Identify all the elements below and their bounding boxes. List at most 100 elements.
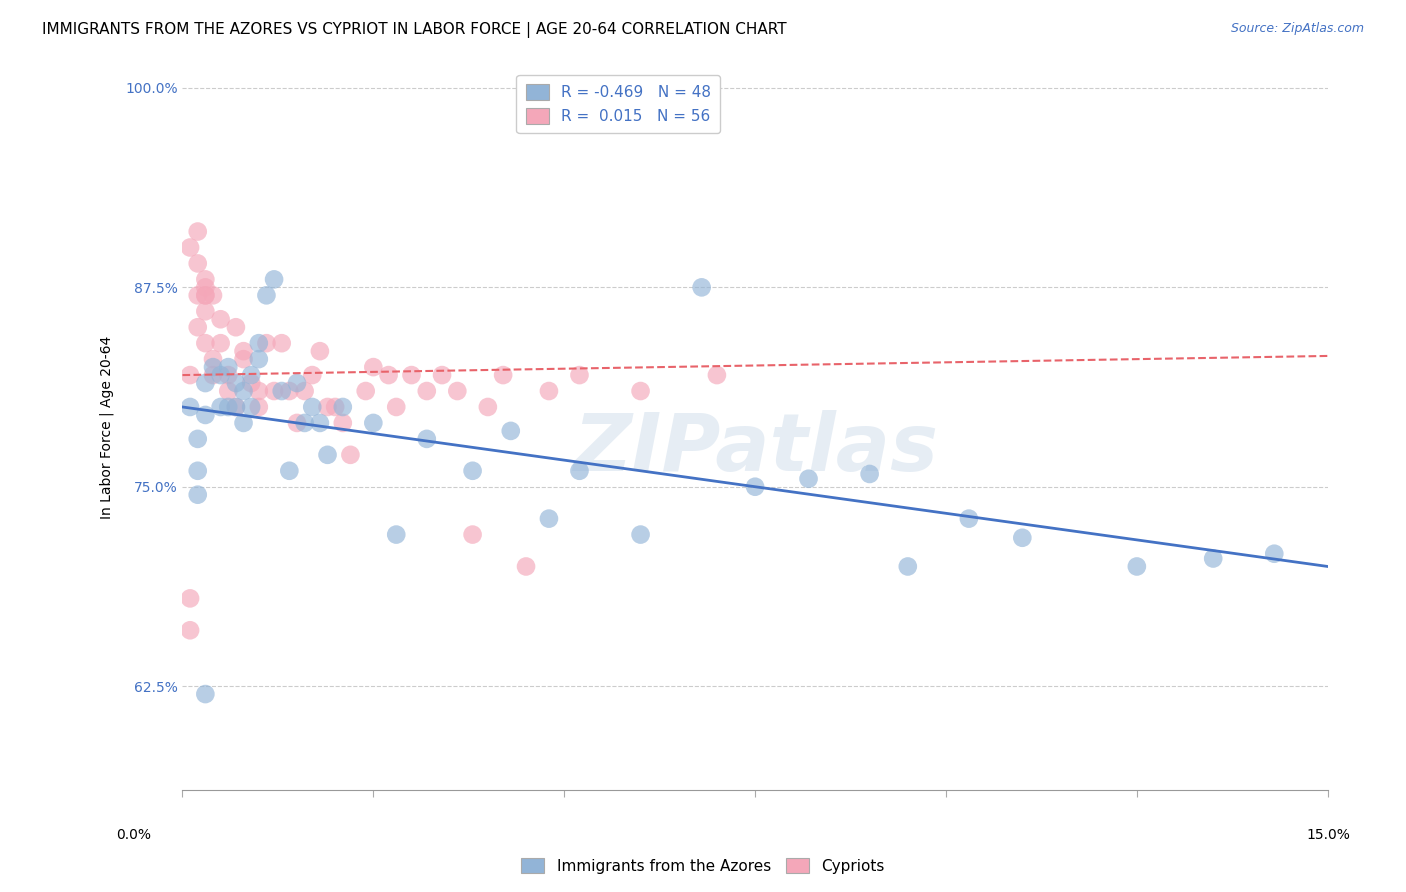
Text: 15.0%: 15.0% — [1306, 828, 1351, 842]
Point — [194, 272, 217, 286]
Point — [797, 472, 820, 486]
Point — [416, 384, 439, 398]
Point — [630, 384, 652, 398]
Text: IMMIGRANTS FROM THE AZORES VS CYPRIOT IN LABOR FORCE | AGE 20-64 CORRELATION CHA: IMMIGRANTS FROM THE AZORES VS CYPRIOT IN… — [42, 22, 787, 38]
Point — [285, 376, 308, 390]
Point — [194, 687, 217, 701]
Point — [401, 368, 423, 382]
Point — [194, 376, 217, 390]
Point — [294, 416, 316, 430]
Point — [187, 256, 209, 270]
Point — [187, 320, 209, 334]
Point — [492, 368, 515, 382]
Point — [309, 416, 332, 430]
Text: Source: ZipAtlas.com: Source: ZipAtlas.com — [1230, 22, 1364, 36]
Point — [537, 384, 560, 398]
Point — [201, 368, 224, 382]
Point — [270, 384, 292, 398]
Point — [461, 527, 484, 541]
Point — [339, 448, 361, 462]
Point — [225, 320, 247, 334]
Point — [957, 511, 980, 525]
Point — [179, 368, 201, 382]
Point — [201, 288, 224, 302]
Point — [217, 384, 239, 398]
Point — [278, 384, 301, 398]
Point — [194, 408, 217, 422]
Point — [332, 400, 354, 414]
Point — [706, 368, 728, 382]
Point — [256, 288, 278, 302]
Legend: R = -0.469   N = 48, R =  0.015   N = 56: R = -0.469 N = 48, R = 0.015 N = 56 — [516, 75, 720, 133]
Point — [232, 384, 254, 398]
Point — [247, 384, 270, 398]
Point — [630, 527, 652, 541]
Point — [201, 360, 224, 375]
Text: ZIPatlas: ZIPatlas — [572, 409, 938, 488]
Point — [187, 464, 209, 478]
Point — [385, 400, 408, 414]
Point — [285, 416, 308, 430]
Point — [179, 240, 201, 254]
Point — [187, 288, 209, 302]
Point — [477, 400, 499, 414]
Point — [187, 432, 209, 446]
Point — [247, 336, 270, 351]
Point — [209, 336, 232, 351]
Point — [179, 591, 201, 606]
Point — [294, 384, 316, 398]
Point — [217, 360, 239, 375]
Point — [385, 527, 408, 541]
Point — [225, 400, 247, 414]
Point — [270, 336, 292, 351]
Point — [1263, 547, 1285, 561]
Point — [859, 467, 882, 481]
Point — [263, 384, 285, 398]
Point — [363, 360, 385, 375]
Point — [316, 448, 339, 462]
Point — [301, 400, 323, 414]
Point — [240, 368, 263, 382]
Point — [201, 352, 224, 367]
Point — [240, 376, 263, 390]
Point — [232, 416, 254, 430]
Point — [232, 352, 254, 367]
Point — [278, 464, 301, 478]
Point — [461, 464, 484, 478]
Point — [568, 368, 591, 382]
Point — [247, 352, 270, 367]
Point — [499, 424, 522, 438]
Point — [225, 376, 247, 390]
Point — [416, 432, 439, 446]
Point — [354, 384, 377, 398]
Point — [225, 400, 247, 414]
Point — [744, 480, 766, 494]
Point — [537, 511, 560, 525]
Point — [209, 312, 232, 326]
Point — [256, 336, 278, 351]
Point — [217, 400, 239, 414]
Point — [187, 225, 209, 239]
Point — [240, 400, 263, 414]
Point — [301, 368, 323, 382]
Point — [332, 416, 354, 430]
Point — [446, 384, 468, 398]
Point — [187, 488, 209, 502]
Point — [194, 304, 217, 318]
Point — [1011, 531, 1033, 545]
Point — [179, 400, 201, 414]
Point — [309, 344, 332, 359]
Point — [515, 559, 537, 574]
Y-axis label: In Labor Force | Age 20-64: In Labor Force | Age 20-64 — [100, 335, 114, 518]
Point — [1126, 559, 1149, 574]
Point — [217, 368, 239, 382]
Point — [247, 400, 270, 414]
Point — [209, 368, 232, 382]
Point — [568, 464, 591, 478]
Point — [377, 368, 399, 382]
Point — [263, 272, 285, 286]
Point — [232, 344, 254, 359]
Point — [316, 400, 339, 414]
Point — [194, 336, 217, 351]
Legend: Immigrants from the Azores, Cypriots: Immigrants from the Azores, Cypriots — [515, 852, 891, 880]
